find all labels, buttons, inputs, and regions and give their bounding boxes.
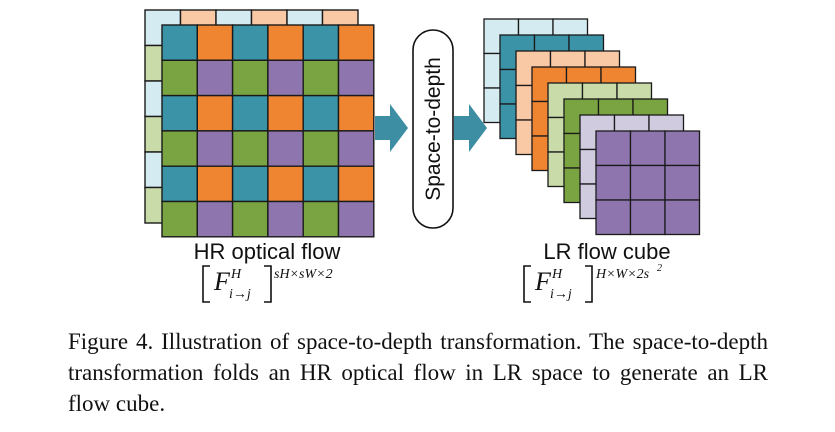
lr-formula-sub: i→j bbox=[550, 287, 572, 302]
figure-caption: Figure 4. Illustration of space-to-depth… bbox=[68, 329, 768, 416]
lr-cube-cell bbox=[629, 130, 666, 167]
hr-flow-cell bbox=[231, 94, 269, 132]
hr-flow-cell bbox=[231, 130, 269, 167]
hr-flow-cell bbox=[337, 94, 375, 132]
lr-cube-cell bbox=[629, 164, 666, 201]
lr-cube-layer bbox=[595, 130, 701, 236]
hr-flow-label: HR optical flow bbox=[194, 239, 341, 264]
hr-formula-dims: sH×sW×2 bbox=[274, 267, 333, 282]
hr-flow-cell bbox=[231, 200, 269, 238]
lr-cube-cell bbox=[595, 164, 632, 201]
hr-flow-cell bbox=[161, 165, 198, 203]
right-bracket-open bbox=[523, 265, 531, 303]
lr-cube-cell bbox=[595, 130, 632, 167]
right-bracket-close bbox=[585, 265, 593, 303]
hr-flow-cell bbox=[196, 59, 234, 97]
hr-flow-cell bbox=[337, 200, 375, 238]
hr-flow-cell bbox=[196, 200, 234, 238]
lr-cube-cell bbox=[629, 199, 666, 236]
lr-flow-cube bbox=[483, 18, 701, 236]
space-to-depth-label: Space-to-depth bbox=[422, 57, 445, 201]
hr-flow-cell bbox=[161, 59, 198, 97]
lr-cube-cell bbox=[595, 199, 632, 236]
hr-flow-cell bbox=[267, 165, 304, 203]
lr-cube-cell bbox=[664, 164, 701, 201]
hr-flow-cell bbox=[231, 59, 269, 97]
hr-flow-cell bbox=[337, 130, 375, 167]
hr-flow-cell bbox=[231, 165, 269, 203]
lr-formula-base: F bbox=[534, 267, 552, 296]
hr-flow-cell bbox=[302, 94, 340, 132]
lr-flow-label: LR flow cube bbox=[543, 239, 670, 264]
hr-formula-sub: i→j bbox=[229, 287, 251, 302]
hr-flow-cell bbox=[161, 130, 198, 167]
hr-flow-cell bbox=[231, 24, 269, 61]
hr-flow-cell bbox=[302, 165, 340, 203]
hr-flow-cell bbox=[337, 24, 375, 61]
left-bracket-open bbox=[202, 265, 210, 303]
lr-formula-sup: H bbox=[551, 267, 563, 282]
lr-flow-formula: F H i→j H×W×2s 2 bbox=[523, 263, 662, 303]
right-arrow bbox=[454, 104, 487, 152]
hr-formula-base: F bbox=[213, 267, 231, 296]
lr-cube-cell bbox=[664, 199, 701, 236]
hr-flow-cell bbox=[267, 94, 304, 132]
lr-cube-cell bbox=[664, 130, 701, 167]
hr-flow-cell bbox=[337, 165, 375, 203]
hr-flow-cell bbox=[161, 200, 198, 238]
left-bracket-close bbox=[264, 265, 272, 303]
hr-flow-cell bbox=[302, 200, 340, 238]
hr-flow-grid bbox=[161, 24, 375, 238]
hr-formula-sup: H bbox=[230, 267, 242, 282]
lr-formula-dims-exp: 2 bbox=[657, 263, 662, 274]
hr-flow-cell bbox=[161, 94, 198, 132]
hr-flow-cell bbox=[267, 200, 304, 238]
hr-flow-cell bbox=[196, 130, 234, 167]
hr-flow-cell bbox=[302, 24, 340, 61]
left-arrow bbox=[375, 104, 408, 152]
hr-flow-cell bbox=[267, 59, 304, 97]
hr-flow-cell bbox=[267, 24, 304, 61]
hr-flow-cell bbox=[161, 24, 198, 61]
hr-flow-cell bbox=[302, 130, 340, 167]
hr-flow-cell bbox=[196, 94, 234, 132]
hr-flow-cell bbox=[267, 130, 304, 167]
lr-formula-dims: H×W×2s bbox=[595, 267, 650, 282]
hr-flow-cell bbox=[196, 24, 234, 61]
hr-flow-cell bbox=[337, 59, 375, 97]
hr-flow-cell bbox=[302, 59, 340, 97]
space-to-depth-pill bbox=[412, 29, 454, 229]
hr-flow-cell bbox=[196, 165, 234, 203]
hr-flow-formula: F H i→j sH×sW×2 bbox=[202, 265, 333, 303]
